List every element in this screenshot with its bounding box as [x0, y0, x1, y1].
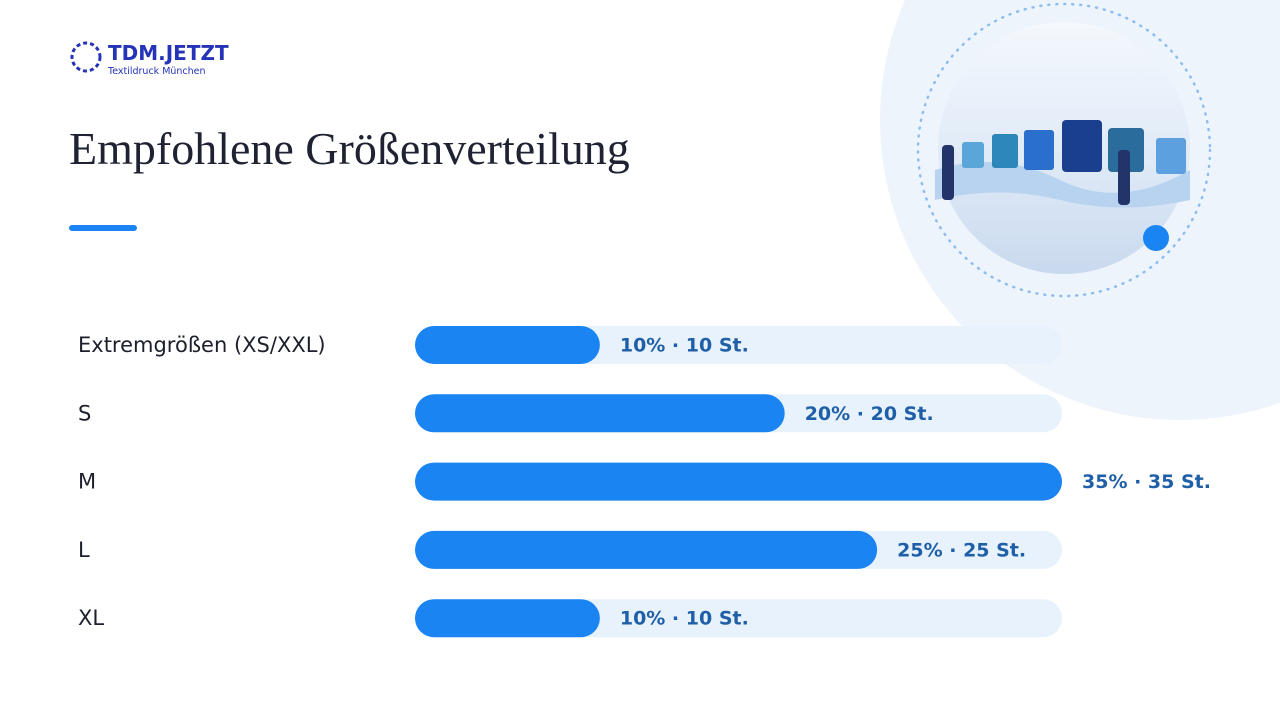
category-label: M — [78, 470, 96, 494]
bar — [415, 394, 785, 433]
bar — [415, 462, 1062, 501]
value-label: 10% · 10 St. — [620, 335, 749, 357]
value-label: 20% · 20 St. — [805, 403, 934, 425]
bar — [415, 599, 600, 638]
chart-title: Empfohlene Größenverteilung — [69, 123, 630, 174]
category-label: S — [78, 401, 91, 425]
accent-dot — [1143, 225, 1169, 251]
plot: Extremgrößen (XS/XXL) 10% · 10 St. S 20% · … — [78, 326, 1211, 638]
title-underline — [69, 225, 137, 231]
value-label: 10% · 10 St. — [620, 608, 749, 630]
shirts — [935, 120, 1190, 208]
category-label: XL — [78, 606, 104, 630]
value-label: 35% · 35 St. — [1082, 471, 1211, 493]
bar — [415, 530, 878, 569]
category-label: Extremgrößen (XS/XXL) — [78, 333, 326, 357]
brand-name: TDM.JETZT — [108, 41, 229, 65]
value-label: 25% · 25 St. — [897, 539, 1026, 561]
brand-tagline: Textildruck München — [107, 66, 206, 77]
logo: TDM.JETZT Textildruck München — [70, 41, 229, 77]
dotted-ring — [916, 2, 1212, 298]
category-label: L — [78, 538, 90, 562]
bar — [415, 326, 600, 364]
